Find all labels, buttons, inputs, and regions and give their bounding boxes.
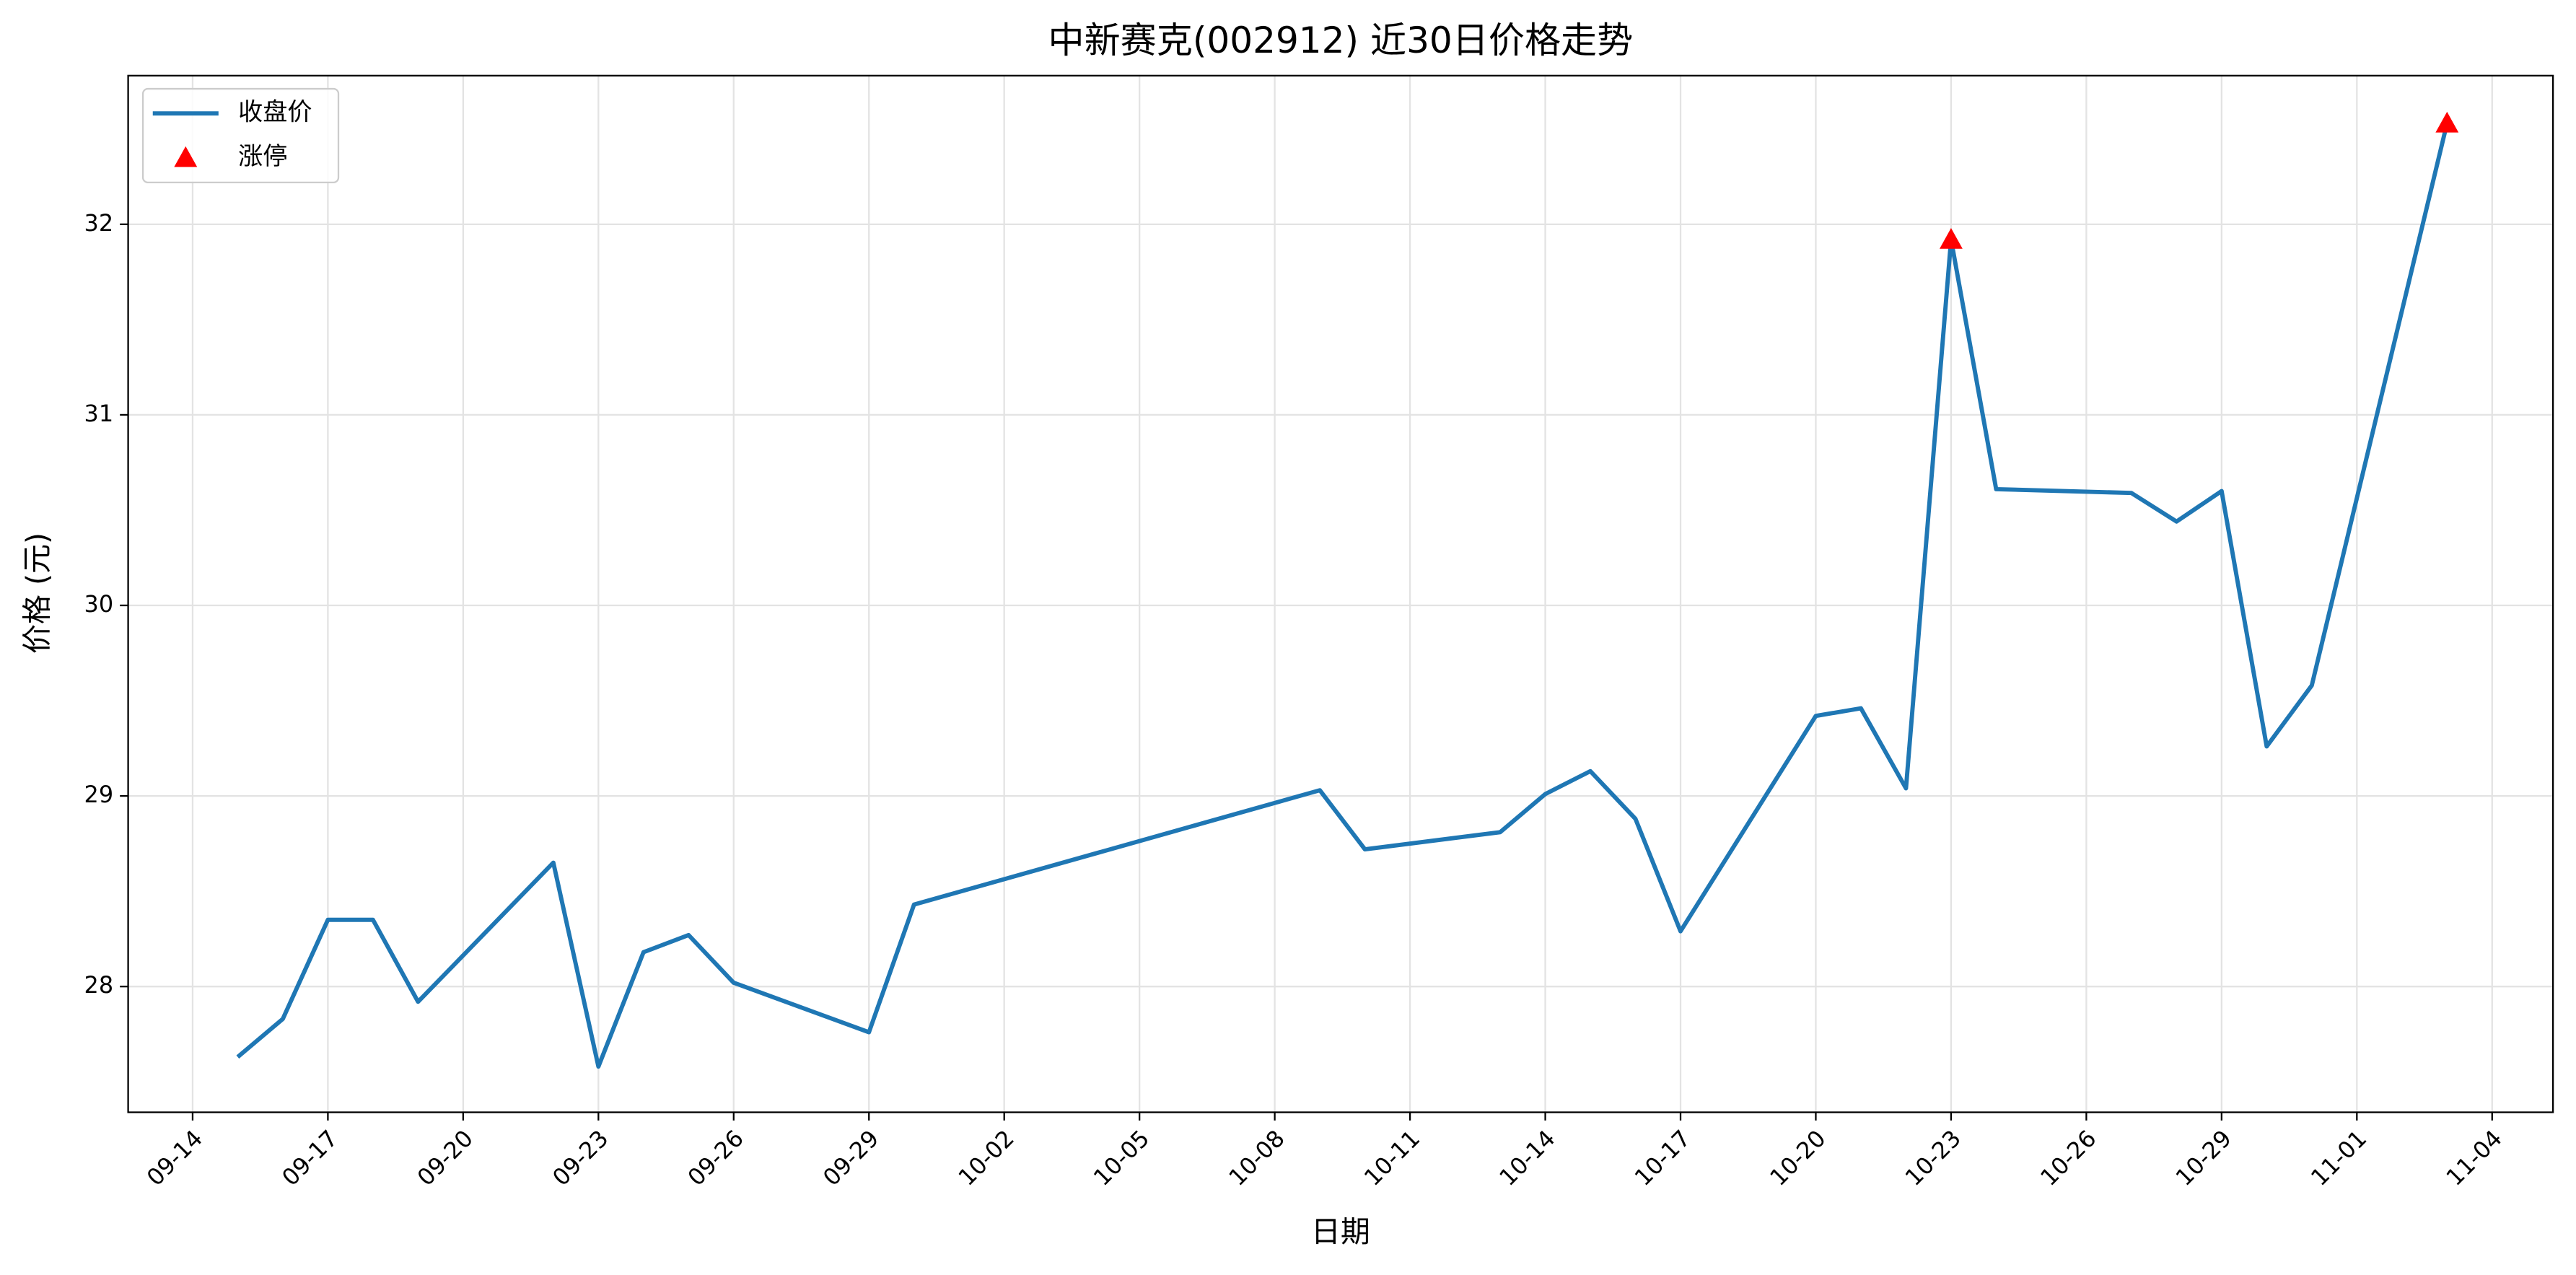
- y-tick-label: 32: [84, 209, 114, 237]
- x-axis-label: 日期: [1311, 1214, 1370, 1249]
- chart-title: 中新赛克(002912) 近30日价格走势: [1048, 19, 1634, 61]
- legend-marker: [174, 146, 198, 167]
- y-tick-label: 29: [84, 781, 114, 808]
- y-tick-label: 31: [84, 400, 114, 427]
- y-tick-label: 30: [84, 590, 114, 618]
- legend-label: 收盘价: [238, 98, 312, 127]
- y-tick-label: 28: [84, 971, 114, 999]
- legend-label: 涨停: [238, 142, 287, 171]
- plot-frame: [127, 74, 2554, 1113]
- y-axis-label: 价格 (元): [20, 533, 55, 654]
- price-line: [236, 123, 2450, 1069]
- limit-up-marker: [1939, 228, 1963, 249]
- limit-up-marker: [2435, 111, 2459, 133]
